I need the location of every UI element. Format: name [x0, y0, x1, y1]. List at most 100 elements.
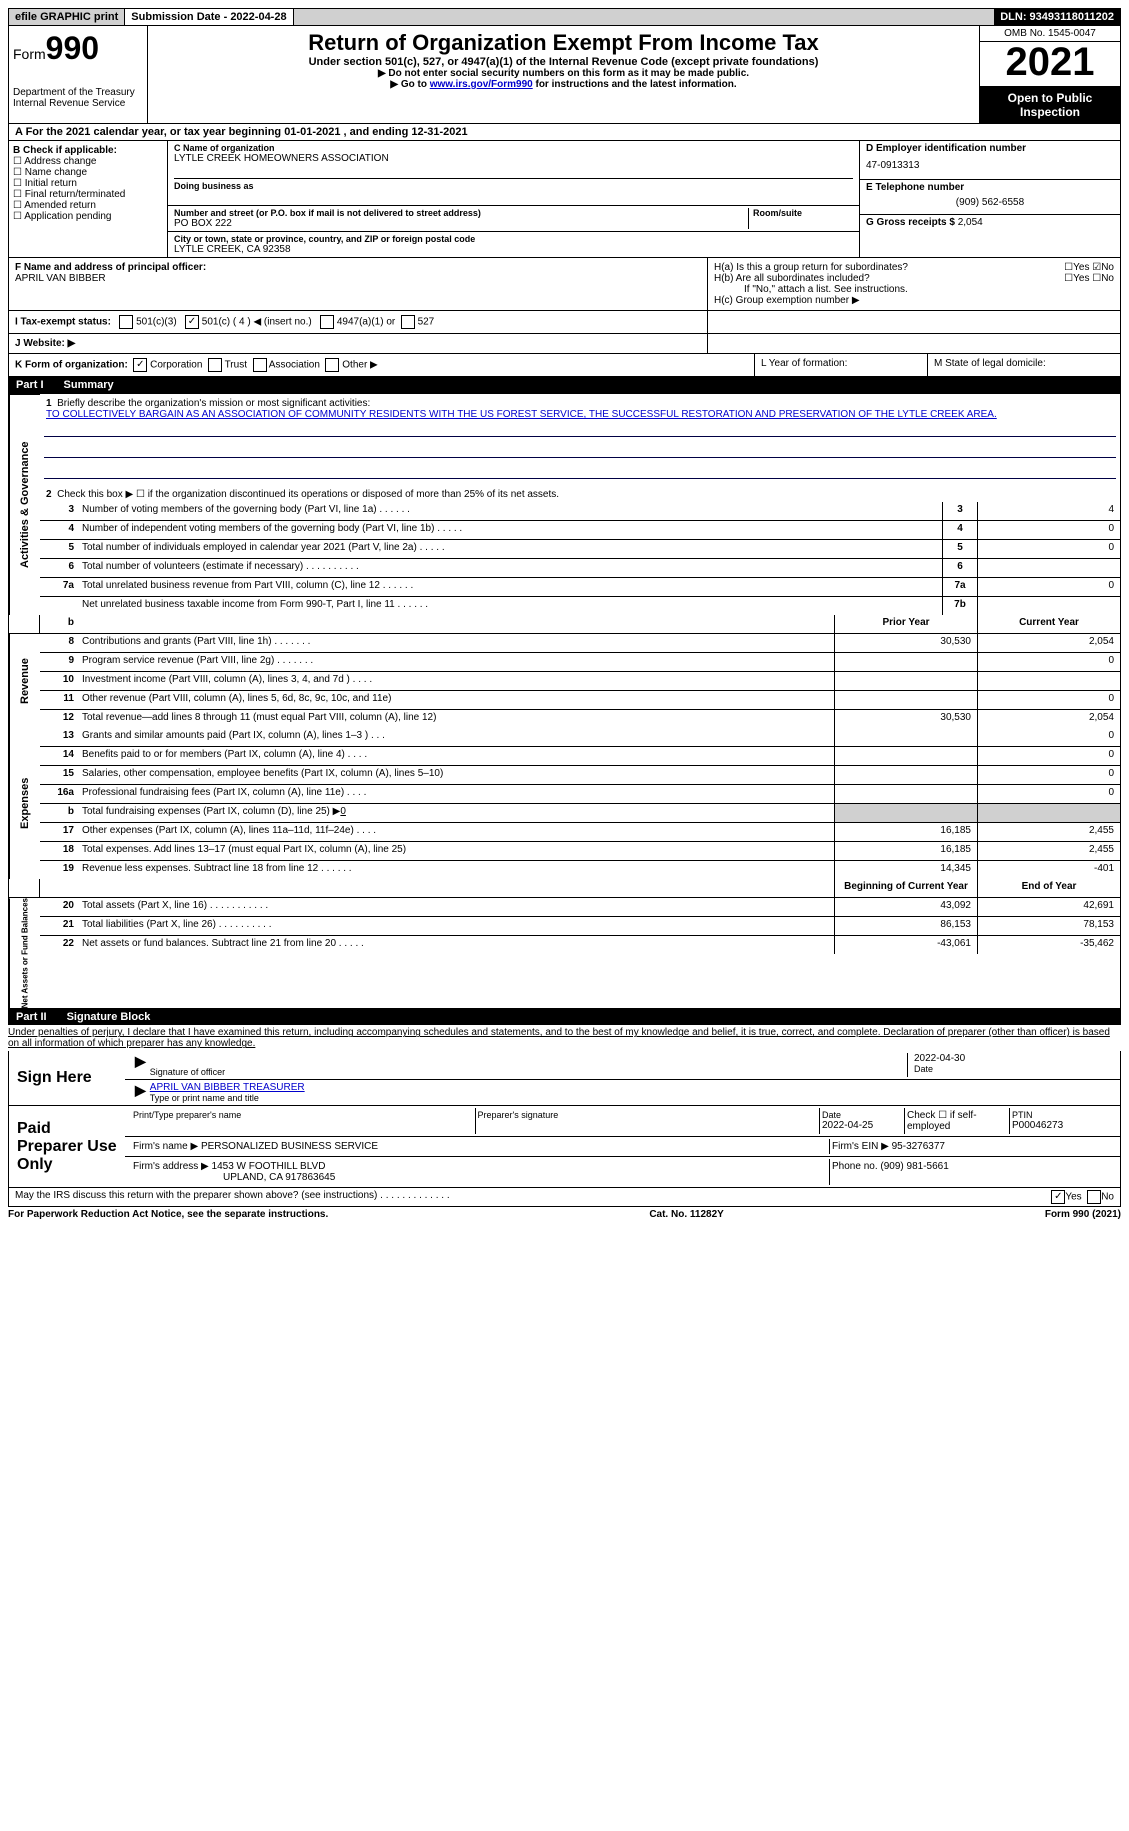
opt-final-return[interactable]: ☐ Final return/terminated: [13, 189, 163, 200]
m-state: M State of legal domicile:: [927, 354, 1120, 376]
box-f: F Name and address of principal officer:…: [9, 258, 707, 310]
header-right: OMB No. 1545-0047 2021 Open to Public In…: [979, 26, 1120, 123]
h-note: If "No," attach a list. See instructions…: [714, 284, 1114, 295]
part2-header: Part II Signature Block: [8, 1009, 1121, 1025]
part1-num: Part I: [16, 379, 64, 391]
form-note1: ▶ Do not enter social security numbers o…: [152, 68, 975, 79]
ha-yesno[interactable]: ☐Yes ☑No: [1064, 262, 1114, 273]
sig-date: 2022-04-30: [914, 1053, 1114, 1064]
efile-label[interactable]: efile GRAPHIC print: [9, 9, 125, 25]
box-b-title: B Check if applicable:: [13, 145, 163, 156]
side-revenue: Revenue: [9, 634, 40, 728]
dba-label: Doing business as: [174, 178, 853, 191]
section-klm: K Form of organization: Corporation Trus…: [8, 354, 1121, 377]
k-o4: Other ▶: [342, 360, 377, 371]
q1-label: Briefly describe the organization's miss…: [57, 398, 370, 409]
summary-row: 6Total number of volunteers (estimate if…: [40, 559, 1120, 578]
part2-num: Part II: [16, 1011, 67, 1023]
sig-officer-label: Signature of officer: [150, 1067, 907, 1077]
officer-name-title[interactable]: APRIL VAN BIBBER TREASURER: [150, 1082, 305, 1093]
summary-row: 14Benefits paid to or for members (Part …: [40, 747, 1120, 766]
dln: DLN: 93493118011202: [994, 9, 1120, 25]
summary-row: 11Other revenue (Part VIII, column (A), …: [40, 691, 1120, 710]
summary-row: 7aTotal unrelated business revenue from …: [40, 578, 1120, 597]
i-o3: 4947(a)(1) or: [337, 317, 395, 328]
discuss-yesno[interactable]: Yes No: [1051, 1190, 1114, 1204]
footer-right: Form 990 (2021): [1045, 1209, 1121, 1220]
page-footer: For Paperwork Reduction Act Notice, see …: [8, 1207, 1121, 1222]
opt-address-change[interactable]: ☐ Address change: [13, 156, 163, 167]
col-current: Current Year: [977, 615, 1120, 633]
summary-row: 18Total expenses. Add lines 13–17 (must …: [40, 842, 1120, 861]
firm-addr2: UPLAND, CA 917863645: [133, 1172, 335, 1183]
summary-row: 12Total revenue—add lines 8 through 11 (…: [40, 710, 1120, 728]
k-corp-check[interactable]: [133, 358, 147, 372]
org-name: LYTLE CREEK HOMEOWNERS ASSOCIATION: [174, 153, 853, 164]
ein-label: D Employer identification number: [866, 143, 1114, 154]
perjury-declaration: Under penalties of perjury, I declare th…: [8, 1025, 1121, 1051]
i-o1: 501(c)(3): [136, 317, 177, 328]
i-label: I Tax-exempt status:: [15, 317, 111, 328]
phone-value: (909) 562-6558: [866, 193, 1114, 212]
sig-date-label: Date: [914, 1064, 1114, 1074]
irs-link[interactable]: www.irs.gov/Form990: [430, 79, 533, 90]
section-fh: F Name and address of principal officer:…: [8, 258, 1121, 311]
mission-text[interactable]: TO COLLECTIVELY BARGAIN AS AN ASSOCIATIO…: [46, 409, 997, 420]
signature-block: Sign Here ▶ Signature of officer 2022-04…: [8, 1051, 1121, 1188]
k-label: K Form of organization:: [15, 360, 128, 371]
prep-self-employed[interactable]: Check ☐ if self-employed: [905, 1108, 1010, 1134]
form-word: Form: [13, 46, 46, 62]
hb-label: H(b) Are all subordinates included?: [714, 273, 870, 284]
gross-value: 2,054: [958, 217, 983, 228]
i-527-check[interactable]: [401, 315, 415, 329]
firm-name-label: Firm's name ▶: [133, 1141, 198, 1152]
dept-treasury: Department of the Treasury Internal Reve…: [13, 87, 143, 109]
k-assoc-check[interactable]: [253, 358, 267, 372]
i-501c3-check[interactable]: [119, 315, 133, 329]
summary-row: 3Number of voting members of the governi…: [40, 502, 1120, 521]
ptin-label: PTIN: [1012, 1110, 1112, 1120]
k-o1: Corporation: [150, 360, 202, 371]
opt-initial-return[interactable]: ☐ Initial return: [13, 178, 163, 189]
c-name-label: C Name of organization: [174, 143, 853, 153]
opt-amended[interactable]: ☐ Amended return: [13, 200, 163, 211]
tax-year: 2021: [980, 42, 1120, 87]
k-other-check[interactable]: [325, 358, 339, 372]
city-label: City or town, state or province, country…: [174, 234, 853, 244]
hb-yesno[interactable]: ☐Yes ☐No: [1064, 273, 1114, 284]
summary-row: 10Investment income (Part VIII, column (…: [40, 672, 1120, 691]
q2-text: Check this box ▶ ☐ if the organization d…: [57, 489, 559, 500]
summary-row: 15Salaries, other compensation, employee…: [40, 766, 1120, 785]
side-expenses: Expenses: [9, 728, 40, 879]
name-title-label: Type or print name and title: [150, 1093, 1114, 1103]
summary-row: Net unrelated business taxable income fr…: [40, 597, 1120, 615]
submission-date: Submission Date - 2022-04-28: [125, 9, 293, 25]
summary-row: 22Net assets or fund balances. Subtract …: [40, 936, 1120, 954]
part1-header: Part I Summary: [8, 377, 1121, 393]
i-o2: 501(c) ( 4 ) ◀ (insert no.): [202, 317, 312, 328]
summary-row: 13Grants and similar amounts paid (Part …: [40, 728, 1120, 747]
box-h: H(a) Is this a group return for subordin…: [707, 258, 1120, 310]
k-trust-check[interactable]: [208, 358, 222, 372]
summary-row: 19Revenue less expenses. Subtract line 1…: [40, 861, 1120, 879]
addr-label: Number and street (or P.O. box if mail i…: [174, 208, 748, 218]
header-left: Form990 Department of the Treasury Inter…: [9, 26, 148, 123]
ein-value: 47-0913313: [866, 154, 1114, 177]
i-4947-check[interactable]: [320, 315, 334, 329]
summary-row: 21Total liabilities (Part X, line 26) . …: [40, 917, 1120, 936]
i-501c-check[interactable]: [185, 315, 199, 329]
org-address: PO BOX 222: [174, 218, 748, 229]
footer-left: For Paperwork Reduction Act Notice, see …: [8, 1209, 328, 1220]
part2-title: Signature Block: [67, 1011, 151, 1023]
header-mid: Return of Organization Exempt From Incom…: [148, 26, 979, 123]
box-b: B Check if applicable: ☐ Address change …: [9, 141, 168, 257]
opt-app-pending[interactable]: ☐ Application pending: [13, 211, 163, 222]
firm-name: PERSONALIZED BUSINESS SERVICE: [201, 1141, 378, 1152]
opt-name-change[interactable]: ☐ Name change: [13, 167, 163, 178]
j-website: J Website: ▶: [9, 334, 707, 353]
col-begin: Beginning of Current Year: [834, 879, 977, 897]
i-o4: 527: [418, 317, 435, 328]
firm-ein: 95-3276377: [892, 1141, 945, 1152]
line-a: A For the 2021 calendar year, or tax yea…: [8, 124, 1121, 141]
box-deg: D Employer identification number 47-0913…: [859, 141, 1120, 257]
